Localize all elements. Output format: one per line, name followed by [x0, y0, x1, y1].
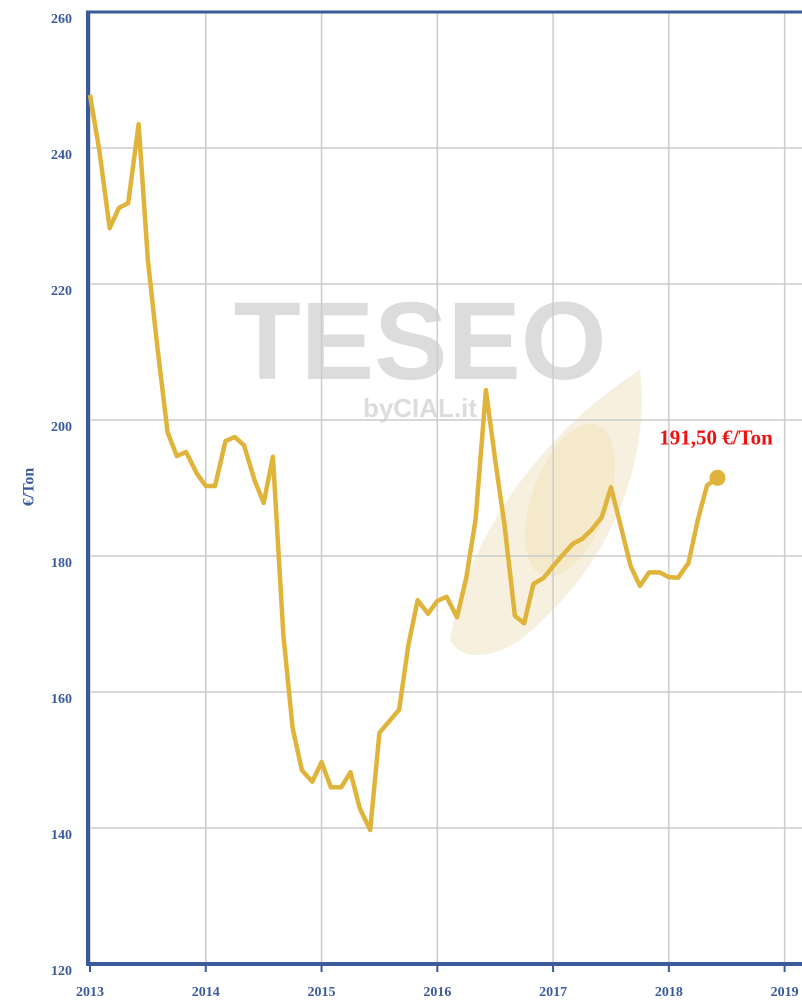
- y-tick-label: 240: [51, 148, 72, 163]
- watermark-title: TESEO: [234, 280, 607, 403]
- y-tick-label: 120: [51, 964, 72, 979]
- x-tick-label: 2016: [423, 985, 451, 1000]
- y-tick-label: 260: [51, 12, 72, 27]
- chart: TESEO byCIAL.it €/Ton 120 140 160 180 200 220…: [0, 0, 802, 1004]
- x-tick-label: 2013: [76, 985, 104, 1000]
- x-tick-label: 2019: [771, 985, 799, 1000]
- x-tick-label: 2015: [308, 985, 336, 1000]
- x-tick-label: 2014: [192, 985, 220, 1000]
- y-tick-label: 140: [51, 828, 72, 843]
- y-tick-label: 220: [51, 284, 72, 299]
- x-tick-label: 2017: [539, 985, 567, 1000]
- watermark-sub: byCIAL.it: [363, 393, 477, 423]
- y-tick-label: 200: [51, 420, 72, 435]
- end-point: [709, 470, 725, 486]
- annotation: 191,50 €/Ton: [659, 426, 773, 450]
- x-tick-label: 2018: [655, 985, 683, 1000]
- y-tick-label: 180: [51, 556, 72, 571]
- y-tick-label: 160: [51, 692, 72, 707]
- y-axis-label: €/Ton: [21, 468, 38, 507]
